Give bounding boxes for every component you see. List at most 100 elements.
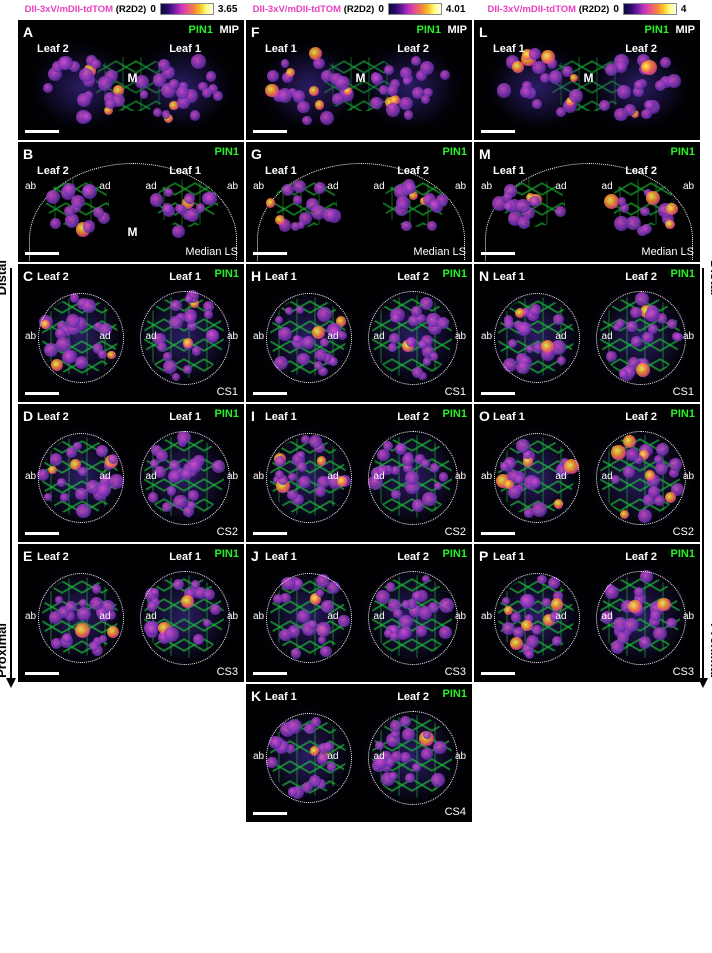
nucleus	[614, 108, 627, 121]
distal-label: Distal	[0, 260, 9, 295]
nucleus	[153, 108, 162, 117]
panel-G: GPIN1Leaf 1Leaf 2abadadabMedian LS	[246, 142, 472, 262]
colorbar-max: 4.01	[446, 4, 465, 15]
nucleus	[371, 73, 383, 85]
nucleus	[660, 57, 671, 68]
figure-root: DII-3xV/mDII-tdTOM (R2D2)03.65 DII-3xV/mD…	[0, 0, 712, 953]
nucleus	[266, 198, 276, 208]
ab-label: ab	[455, 181, 466, 192]
nucleus	[162, 110, 171, 119]
leaf-label-left: Leaf 1	[265, 43, 297, 55]
section-label: CS2	[445, 526, 466, 538]
panel-letter: F	[251, 24, 260, 40]
leaf-label-left: Leaf 2	[37, 165, 69, 177]
ad-label: ad	[146, 331, 157, 342]
scale-bar	[253, 532, 287, 535]
meristem-label: M	[355, 71, 365, 85]
proximal-label: Proximal	[708, 623, 712, 678]
axis-arrow	[702, 268, 704, 678]
ad-label: ad	[602, 181, 613, 192]
leaf-label-left: Leaf 2	[37, 271, 69, 283]
ad-label: ad	[374, 751, 385, 762]
colorbar-gradient	[388, 3, 442, 15]
ab-label: ab	[455, 471, 466, 482]
section-label: CS1	[445, 386, 466, 398]
leaf-outline	[38, 293, 124, 383]
ab-label: ab	[481, 471, 492, 482]
panel-K: KPIN1Leaf 1Leaf 2abadadabCS4	[246, 684, 472, 822]
scale-bar	[481, 672, 515, 675]
leaf-label-left: Leaf 1	[493, 551, 525, 563]
leaf-label-left: Leaf 2	[37, 411, 69, 423]
ab-label: ab	[683, 471, 694, 482]
nucleus	[202, 88, 212, 98]
panel-letter: H	[251, 268, 261, 284]
nucleus	[497, 83, 511, 97]
scale-bar	[481, 532, 515, 535]
section-label: CS3	[445, 666, 466, 678]
panel-P: PPIN1Leaf 1Leaf 2abadadabCS3	[474, 544, 700, 682]
leaf-label-right: Leaf 2	[397, 271, 429, 283]
nucleus	[282, 184, 294, 196]
nucleus	[293, 195, 302, 204]
pin1-label: PIN1	[215, 268, 239, 280]
colorbar-row: DII-3xV/mDII-tdTOM (R2D2)03.65	[18, 0, 244, 18]
nucleus	[140, 90, 149, 99]
axis-arrowhead	[698, 678, 708, 688]
leaf-label-left: Leaf 1	[493, 271, 525, 283]
nucleus	[309, 86, 319, 96]
ad-label: ad	[602, 331, 613, 342]
pin1-label: PIN1	[215, 146, 239, 158]
nucleus	[162, 203, 173, 214]
panel-E: EPIN1Leaf 2Leaf 1abadadabCS3	[18, 544, 244, 682]
leaf-outline	[266, 713, 352, 803]
pin1-label: PIN1	[645, 24, 669, 36]
nucleus	[614, 216, 629, 231]
nucleus	[644, 100, 655, 111]
nucleus	[370, 97, 383, 110]
panel-letter: A	[23, 24, 33, 40]
panel-letter: G	[251, 146, 262, 162]
nucleus	[399, 97, 413, 111]
axis-arrowhead	[6, 678, 16, 688]
ad-label: ad	[602, 611, 613, 622]
colorbar-row: DII-3xV/mDII-tdTOM (R2D2)04	[474, 0, 700, 18]
pin1-label: PIN1	[189, 24, 213, 36]
leaf-label-left: Leaf 1	[265, 165, 297, 177]
leaf-label-left: Leaf 1	[265, 411, 297, 423]
nucleus	[315, 100, 324, 109]
pin1-label: PIN1	[215, 408, 239, 420]
panel-H: HPIN1Leaf 1Leaf 2abadadabCS1	[246, 264, 472, 402]
leaf-label-right: Leaf 2	[397, 551, 429, 563]
ab-label: ab	[683, 611, 694, 622]
panel-letter: L	[479, 24, 488, 40]
scale-bar	[253, 672, 287, 675]
ad-label: ad	[374, 471, 385, 482]
leaf-label-left: Leaf 1	[493, 411, 525, 423]
ad-label: ad	[146, 611, 157, 622]
panel-letter: J	[251, 548, 259, 564]
panel-C: CPIN1Leaf 2Leaf 1abadadabCS1	[18, 264, 244, 402]
panel-L: MLPIN1MIPLeaf 1Leaf 2	[474, 20, 700, 140]
ad-label: ad	[374, 181, 385, 192]
nucleus	[655, 80, 666, 91]
colorbar-gradient	[160, 3, 214, 15]
pin1-label: PIN1	[443, 268, 467, 280]
panel-M: MPIN1Leaf 1Leaf 2abadadabMedian LS	[474, 142, 700, 262]
scale-bar	[253, 812, 287, 815]
pin1-label: PIN1	[671, 408, 695, 420]
nucleus	[384, 65, 394, 75]
nucleus	[532, 99, 542, 109]
section-label: CS2	[217, 526, 238, 538]
ad-label: ad	[555, 471, 566, 482]
pin1-label: PIN1	[671, 268, 695, 280]
scale-bar	[481, 392, 515, 395]
ad-label: ad	[327, 751, 338, 762]
section-label: CS1	[217, 386, 238, 398]
scale-bar	[25, 672, 59, 675]
leaf-outline	[266, 293, 352, 383]
nucleus	[291, 222, 300, 231]
ad-label: ad	[99, 181, 110, 192]
ab-label: ab	[253, 471, 264, 482]
leaf-label-right: Leaf 1	[169, 165, 201, 177]
